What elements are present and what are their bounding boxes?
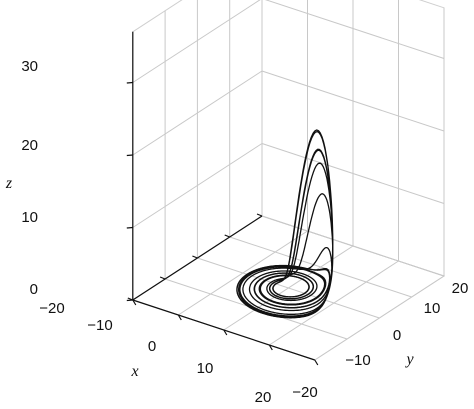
grid-floor-y xyxy=(314,275,445,361)
y-tick-label-neg10: −10 xyxy=(345,352,370,369)
y-tick-mark xyxy=(223,329,228,336)
x-tick-mark xyxy=(192,255,198,259)
grid-wall-z-b xyxy=(261,143,445,204)
grid-wall-z-a xyxy=(132,70,263,156)
trajectory-curves xyxy=(236,129,334,319)
x-tick-mark xyxy=(256,213,263,217)
y-tick-mark xyxy=(177,314,182,321)
z-axis-title: z xyxy=(5,175,13,192)
grid-wall-z-b xyxy=(264,0,445,59)
x-tick-mark xyxy=(224,234,230,238)
y-tick-mark xyxy=(132,299,137,306)
y-tick-label-20: 20 xyxy=(452,280,469,297)
x-tick-label-neg10: −10 xyxy=(87,317,112,334)
x-tick-label-neg20: −20 xyxy=(39,300,64,317)
x-tick-label-20: 20 xyxy=(255,389,272,406)
z-tick-mark xyxy=(126,154,133,157)
y-tick-label-neg20: −20 xyxy=(292,384,317,401)
x-tick-mark xyxy=(127,297,134,301)
axis-ticks xyxy=(126,81,319,366)
grid-floor-y xyxy=(269,260,399,346)
z-tick-mark xyxy=(126,226,133,229)
y-axis-line xyxy=(132,299,315,361)
z-tick-label-30: 30 xyxy=(21,58,38,75)
grid-wall-z-a xyxy=(132,143,263,228)
trajectory-line xyxy=(236,129,334,319)
y-tick-mark xyxy=(268,344,273,351)
grid-floor-y xyxy=(178,230,308,316)
grid-wall-z-b xyxy=(261,215,445,277)
y-axis-title: y xyxy=(404,351,414,368)
grid-wall-z-a xyxy=(132,0,261,83)
x-tick-label-10: 10 xyxy=(197,360,214,377)
z-tick-label-0: 0 xyxy=(30,281,38,298)
z-tick-label-20: 20 xyxy=(21,137,38,154)
grid-wall-z-b xyxy=(261,70,445,132)
x-tick-label-0: 0 xyxy=(148,338,156,355)
y-tick-label-10: 10 xyxy=(424,300,441,317)
x-axis-title: x xyxy=(130,363,138,380)
z-tick-mark xyxy=(126,81,133,84)
x-tick-mark xyxy=(159,276,166,280)
z-tick-label-10: 10 xyxy=(21,209,38,226)
y-tick-label-0: 0 xyxy=(393,327,401,344)
y-tick-mark xyxy=(314,359,319,366)
